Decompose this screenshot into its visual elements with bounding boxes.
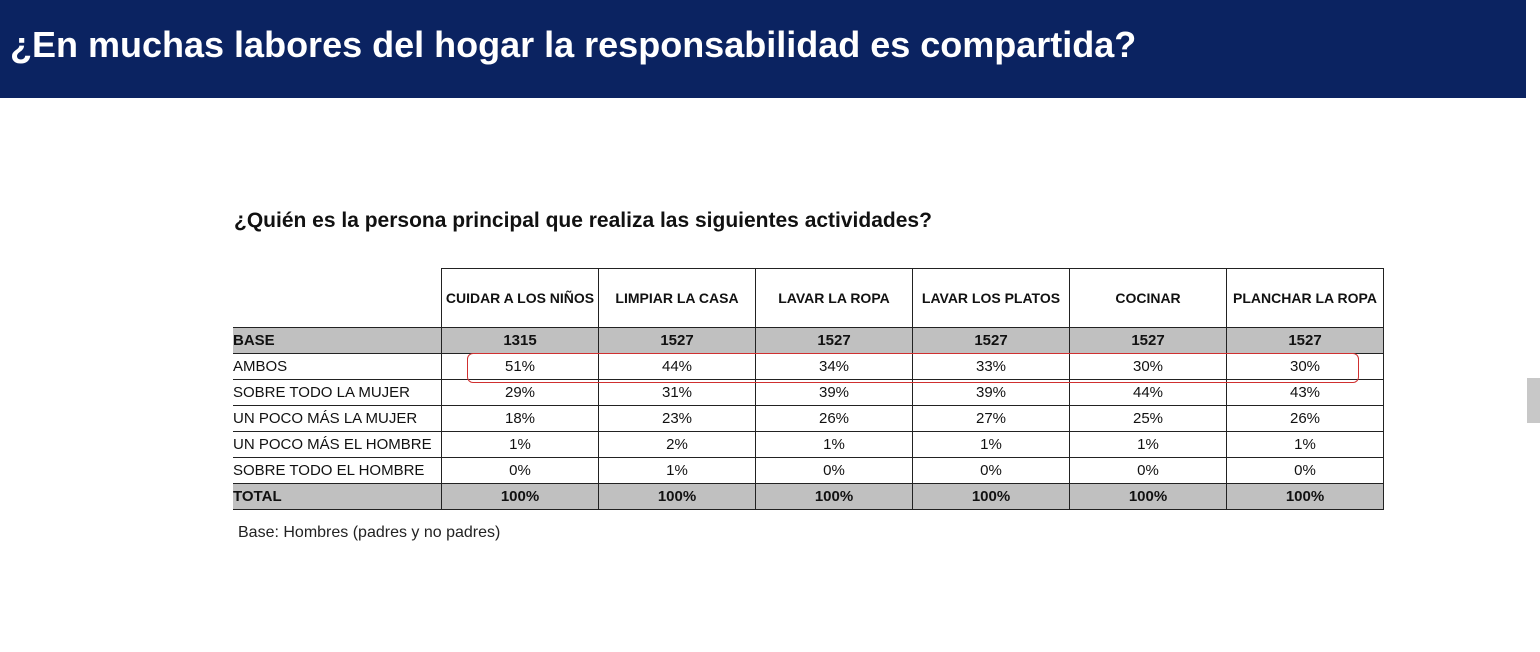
cell: 100% [1226, 483, 1384, 510]
cell: 1527 [912, 327, 1070, 354]
column-header: LIMPIAR LA CASA [598, 268, 756, 328]
subtitle: ¿Quién es la persona principal que reali… [234, 209, 932, 232]
cell: 0% [441, 457, 599, 484]
cell: 0% [1069, 457, 1227, 484]
cell: 31% [598, 379, 756, 406]
cell: 29% [441, 379, 599, 406]
cell: 39% [755, 379, 913, 406]
cell: 100% [441, 483, 599, 510]
table-row: SOBRE TODO LA MUJER 29% 31% 39% 39% 44% 43% [233, 379, 1384, 406]
column-header: PLANCHAR LA ROPA [1226, 268, 1384, 328]
title: ¿En muchas labores del hogar la responsa… [10, 24, 1137, 65]
table-row: UN POCO MÁS LA MUJER 18% 23% 26% 27% 25% 26% [233, 405, 1384, 432]
row-label: SOBRE TODO LA MUJER [233, 379, 442, 406]
column-header: LAVAR LA ROPA [755, 268, 913, 328]
corner-cell [233, 268, 442, 328]
header-row: CUIDAR A LOS NIÑOS LIMPIAR LA CASA LAVAR L… [233, 268, 1384, 328]
table: CUIDAR A LOS NIÑOS LIMPIAR LA CASA LAVAR L… [233, 268, 1384, 510]
cell: 100% [598, 483, 756, 510]
cell: 1527 [598, 327, 756, 354]
cell: 1527 [755, 327, 913, 354]
cell: 1% [1226, 431, 1384, 458]
cell: 43% [1226, 379, 1384, 406]
table-row: UN POCO MÁS EL HOMBRE 1% 2% 1% 1% 1% 1% [233, 431, 1384, 458]
cell: 0% [912, 457, 1070, 484]
cell: 39% [912, 379, 1070, 406]
cell: 2% [598, 431, 756, 458]
cell: 1% [598, 457, 756, 484]
row-label: TOTAL [233, 483, 442, 510]
cell: 1% [1069, 431, 1227, 458]
table-row: TOTAL 100% 100% 100% 100% 100% 100% [233, 483, 1384, 510]
cell: 0% [755, 457, 913, 484]
cell: 25% [1069, 405, 1227, 432]
cell: 26% [1226, 405, 1384, 432]
table-row: BASE 1315 1527 1527 1527 1527 1527 [233, 327, 1384, 354]
cell: 1% [912, 431, 1070, 458]
cell: 0% [1226, 457, 1384, 484]
column-header: CUIDAR A LOS NIÑOS [441, 268, 599, 328]
cell: 26% [755, 405, 913, 432]
column-header: LAVAR LOS PLATOS [912, 268, 1070, 328]
cell: 1315 [441, 327, 599, 354]
scrollbar[interactable] [1527, 378, 1540, 423]
cell: 100% [912, 483, 1070, 510]
row-label: UN POCO MÁS EL HOMBRE [233, 431, 442, 458]
header: ¿En muchas labores del hogar la responsa… [0, 0, 1526, 98]
row-label: AMBOS [233, 353, 442, 380]
row-label: UN POCO MÁS LA MUJER [233, 405, 442, 432]
cell: 1% [755, 431, 913, 458]
cell: 34% [755, 353, 913, 380]
cell: 100% [1069, 483, 1227, 510]
note: Base: Hombres (padres y no padres) [238, 524, 501, 541]
cell: 23% [598, 405, 756, 432]
cell: 18% [441, 405, 599, 432]
cell: 44% [1069, 379, 1227, 406]
cell: 1527 [1069, 327, 1227, 354]
cell: 1527 [1226, 327, 1384, 354]
highlight-box [467, 353, 1359, 383]
table-row: SOBRE TODO EL HOMBRE 0% 1% 0% 0% 0% 0% [233, 457, 1384, 484]
row-label: BASE [233, 327, 442, 354]
row-label: SOBRE TODO EL HOMBRE [233, 457, 442, 484]
cell: 100% [755, 483, 913, 510]
column-header: COCINAR [1069, 268, 1227, 328]
cell: 27% [912, 405, 1070, 432]
cell: 1% [441, 431, 599, 458]
